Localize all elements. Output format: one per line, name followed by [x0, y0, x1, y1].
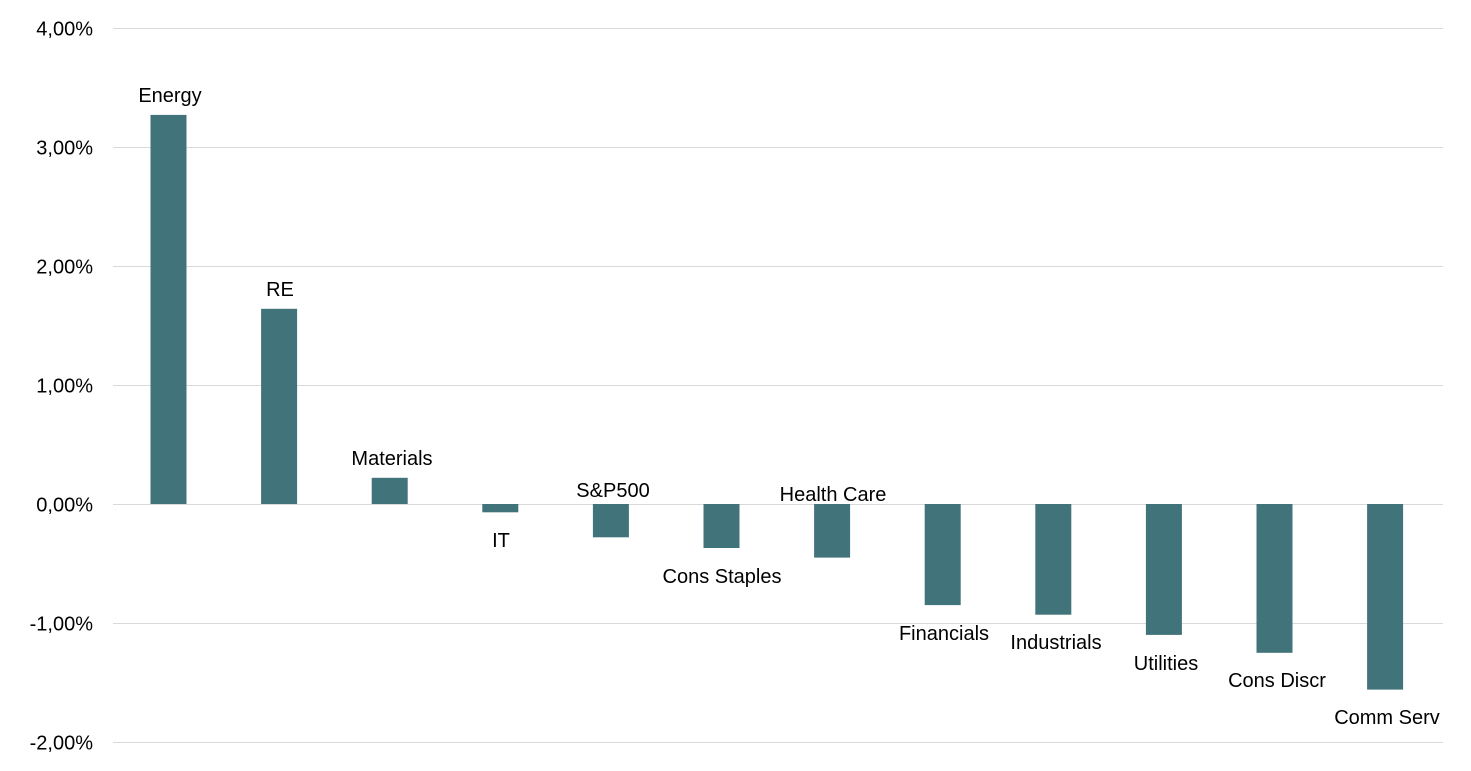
- category-label: Health Care: [780, 484, 887, 506]
- bar: [924, 504, 961, 606]
- y-tick-label: 0,00%: [36, 495, 93, 517]
- category-label: Industrials: [1010, 632, 1101, 654]
- category-label: Materials: [351, 448, 432, 470]
- category-label: Comm Serv: [1334, 707, 1440, 729]
- bar: [261, 308, 298, 504]
- bar: [1367, 504, 1404, 690]
- bars: [150, 114, 1404, 690]
- bar: [482, 504, 519, 513]
- bar: [1145, 504, 1182, 635]
- y-tick-label: 2,00%: [36, 257, 93, 279]
- y-tick-label: -1,00%: [30, 614, 94, 636]
- category-label: S&P500: [576, 480, 649, 502]
- y-tick-label: 4,00%: [36, 19, 93, 41]
- category-label: Cons Discr: [1228, 670, 1326, 692]
- bar: [150, 114, 187, 505]
- gridlines: [113, 28, 1443, 743]
- y-tick-label: -2,00%: [30, 733, 94, 755]
- category-label: Cons Staples: [663, 566, 782, 588]
- category-label: Energy: [138, 85, 201, 107]
- y-tick-label: 1,00%: [36, 376, 93, 398]
- category-label: RE: [266, 279, 294, 301]
- bar: [703, 504, 740, 548]
- bar: [592, 504, 629, 538]
- y-axis-ticks: 4,00% 3,00% 2,00% 1,00% 0,00% -1,00% -2,00%: [30, 19, 94, 755]
- bar: [1256, 504, 1293, 653]
- y-tick-label: 3,00%: [36, 138, 93, 160]
- category-label: Financials: [899, 623, 989, 645]
- bar: [1035, 504, 1072, 615]
- category-labels: Energy RE Materials IT S&P500 Cons Staples Hea…: [138, 85, 1439, 729]
- category-label: Utilities: [1134, 653, 1198, 675]
- category-label: IT: [492, 530, 510, 552]
- bar: [814, 504, 851, 558]
- bar: [371, 477, 408, 504]
